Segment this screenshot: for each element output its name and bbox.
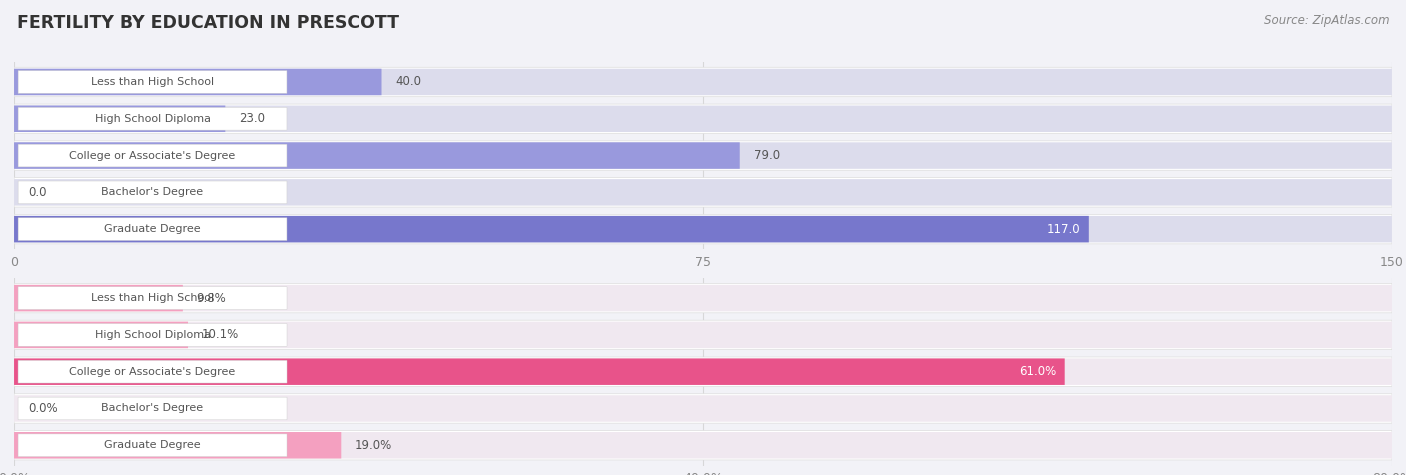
FancyBboxPatch shape [18,181,287,204]
Text: 79.0: 79.0 [754,149,780,162]
FancyBboxPatch shape [14,216,1088,242]
FancyBboxPatch shape [14,430,1392,460]
FancyBboxPatch shape [14,142,1392,169]
Text: 0.0: 0.0 [28,186,46,199]
FancyBboxPatch shape [14,105,225,132]
FancyBboxPatch shape [14,285,183,311]
FancyBboxPatch shape [14,142,740,169]
FancyBboxPatch shape [18,434,287,456]
Text: Graduate Degree: Graduate Degree [104,440,201,450]
Text: Less than High School: Less than High School [91,77,214,87]
Text: 61.0%: 61.0% [1019,365,1056,378]
Text: 9.8%: 9.8% [197,292,226,304]
Text: Source: ZipAtlas.com: Source: ZipAtlas.com [1264,14,1389,27]
FancyBboxPatch shape [14,359,1392,385]
Text: FERTILITY BY EDUCATION IN PRESCOTT: FERTILITY BY EDUCATION IN PRESCOTT [17,14,399,32]
FancyBboxPatch shape [14,67,1392,97]
FancyBboxPatch shape [14,178,1392,207]
FancyBboxPatch shape [14,69,1392,95]
Text: 0.0%: 0.0% [28,402,58,415]
FancyBboxPatch shape [14,394,1392,423]
FancyBboxPatch shape [14,357,1392,386]
FancyBboxPatch shape [14,216,1392,242]
FancyBboxPatch shape [18,144,287,167]
Text: 19.0%: 19.0% [356,439,392,452]
FancyBboxPatch shape [18,107,287,130]
Text: Graduate Degree: Graduate Degree [104,224,201,234]
FancyBboxPatch shape [14,105,1392,132]
FancyBboxPatch shape [14,432,342,458]
Text: 10.1%: 10.1% [202,328,239,342]
FancyBboxPatch shape [18,71,287,93]
FancyBboxPatch shape [18,287,287,309]
FancyBboxPatch shape [14,104,1392,133]
FancyBboxPatch shape [14,214,1392,244]
Text: 117.0: 117.0 [1047,223,1081,236]
Text: College or Associate's Degree: College or Associate's Degree [69,151,236,161]
Text: 40.0: 40.0 [395,76,422,88]
FancyBboxPatch shape [18,218,287,240]
FancyBboxPatch shape [18,361,287,383]
FancyBboxPatch shape [14,179,1392,206]
FancyBboxPatch shape [14,320,1392,350]
FancyBboxPatch shape [18,397,287,420]
Text: High School Diploma: High School Diploma [94,330,211,340]
Text: High School Diploma: High School Diploma [94,114,211,124]
FancyBboxPatch shape [14,359,1064,385]
Text: Less than High School: Less than High School [91,293,214,303]
FancyBboxPatch shape [14,395,1392,422]
FancyBboxPatch shape [14,284,1392,313]
Text: 23.0: 23.0 [239,112,266,125]
FancyBboxPatch shape [14,432,1392,458]
FancyBboxPatch shape [14,69,381,95]
FancyBboxPatch shape [18,323,287,346]
FancyBboxPatch shape [14,322,188,348]
FancyBboxPatch shape [14,141,1392,170]
Text: College or Associate's Degree: College or Associate's Degree [69,367,236,377]
FancyBboxPatch shape [14,285,1392,311]
FancyBboxPatch shape [14,322,1392,348]
Text: Bachelor's Degree: Bachelor's Degree [101,403,204,413]
Text: Bachelor's Degree: Bachelor's Degree [101,187,204,197]
